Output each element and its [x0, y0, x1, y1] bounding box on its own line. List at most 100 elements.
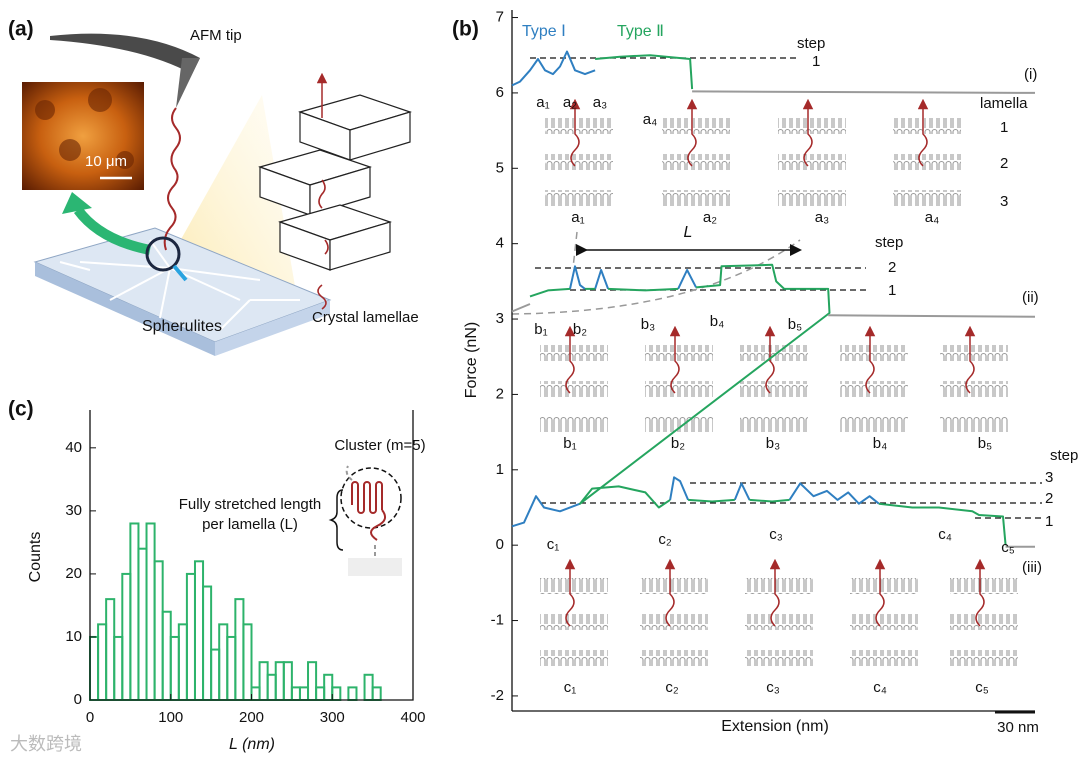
label: 10 μm — [85, 153, 127, 170]
point-label: b₄ — [710, 313, 724, 330]
histogram-bar — [258, 661, 269, 701]
lamella — [540, 578, 608, 594]
point-label: b₅ — [788, 316, 802, 333]
histogram-bar — [282, 661, 293, 701]
force-curve — [511, 90, 1036, 548]
histogram-bar — [169, 635, 180, 702]
lamella — [940, 417, 1008, 433]
schematic-label: c₅ — [975, 679, 989, 696]
schematic-label: a₃ — [815, 209, 829, 226]
annotation: 1 — [1000, 119, 1008, 136]
lamella — [745, 578, 813, 594]
lamella — [540, 650, 608, 666]
y-tick-label: -1 — [491, 612, 504, 629]
annotation: 3 — [1045, 469, 1053, 486]
histogram-bar — [315, 686, 326, 701]
lamella — [778, 190, 846, 206]
y-tick-label: 2 — [496, 385, 504, 402]
label: Crystal lamellae — [312, 309, 419, 326]
afm-texture — [35, 88, 134, 169]
point-label: b₁ — [534, 321, 547, 338]
histogram-bar — [323, 673, 334, 701]
y-tick-label: 4 — [496, 235, 504, 252]
histogram-bar — [185, 572, 196, 701]
lamella — [893, 154, 961, 170]
histogram-bar — [89, 635, 100, 702]
histogram-bar — [97, 623, 108, 702]
x-axis-label: Extension (nm) — [721, 718, 829, 735]
point-label: c₂ — [658, 531, 672, 548]
schematic-label: b₂ — [671, 435, 685, 452]
lamella — [778, 118, 846, 134]
histogram-bar — [105, 598, 116, 701]
histogram-bar — [307, 661, 318, 701]
lamella — [645, 417, 713, 433]
y-tick-label: 6 — [496, 84, 504, 101]
schematic-label: b₅ — [978, 435, 992, 452]
schematic-label: a₂ — [703, 209, 717, 226]
y-tick-label: 10 — [65, 628, 82, 645]
afm-image — [22, 82, 144, 190]
lamellae-stack — [258, 94, 412, 271]
histogram-bar — [161, 610, 172, 702]
lamella — [662, 190, 730, 206]
lamella — [540, 345, 608, 361]
guide-line — [572, 231, 578, 269]
force-curve — [529, 54, 1007, 546]
schematic-chain — [917, 98, 929, 167]
panel-label: (a) — [8, 18, 34, 41]
histogram-bar — [153, 560, 164, 701]
sample-front — [35, 262, 215, 356]
schematic-label: b₃ — [766, 435, 780, 452]
y-axis-label: Force (nN) — [463, 322, 480, 398]
y-tick-label: -2 — [491, 687, 504, 704]
histogram-bar — [218, 623, 229, 702]
schematic-label: c₂ — [665, 679, 679, 696]
point-label: a₄ — [643, 111, 657, 128]
label: AFM tip — [190, 27, 242, 44]
schematic-chain — [664, 558, 676, 627]
magnifier-handle — [172, 264, 188, 282]
guide-curve — [511, 239, 801, 315]
x-tick-label: 0 — [86, 709, 94, 726]
annotation: Fully stretched length — [179, 496, 322, 513]
histogram-bar — [371, 686, 382, 701]
lamella — [893, 118, 961, 134]
annotation: step — [875, 234, 903, 251]
cluster-icon — [328, 465, 402, 576]
histogram-bar — [363, 673, 374, 701]
schematic-chain — [974, 558, 986, 627]
annotation: Cluster (m=5) — [334, 437, 425, 454]
watermark: 大数跨境 — [10, 734, 82, 754]
legend-entry: Type Ⅰ — [522, 23, 566, 40]
lamella — [545, 190, 613, 206]
x-tick-label: 200 — [239, 709, 264, 726]
schematic-label: c₄ — [873, 679, 887, 696]
lamella — [745, 614, 813, 630]
annotation: per lamella (L) — [202, 516, 298, 533]
panel-label: (c) — [8, 398, 34, 421]
sample-side — [215, 300, 330, 356]
schematic-label: b₁ — [563, 435, 576, 452]
schematic-chain — [569, 98, 581, 167]
schematic-chain — [669, 325, 681, 394]
green-arrow-head — [62, 192, 92, 214]
annotation: 1 — [812, 53, 820, 70]
lamella-chain — [317, 179, 329, 310]
green-arrow — [73, 206, 152, 255]
y-tick-label: 5 — [496, 159, 504, 176]
lamella — [545, 154, 613, 170]
point-label: c₁ — [547, 536, 560, 553]
schematic-label: c₃ — [766, 679, 780, 696]
schematic-label: b₄ — [873, 435, 887, 452]
histogram-bar — [202, 585, 213, 701]
schematic-chain — [686, 98, 698, 167]
cantilever — [50, 33, 200, 74]
lamella — [540, 614, 608, 630]
schematic-chain — [769, 558, 781, 627]
histogram-bar — [266, 673, 277, 701]
lamella — [662, 154, 730, 170]
step-levels — [530, 57, 1042, 519]
annotation: 3 — [1000, 193, 1008, 210]
